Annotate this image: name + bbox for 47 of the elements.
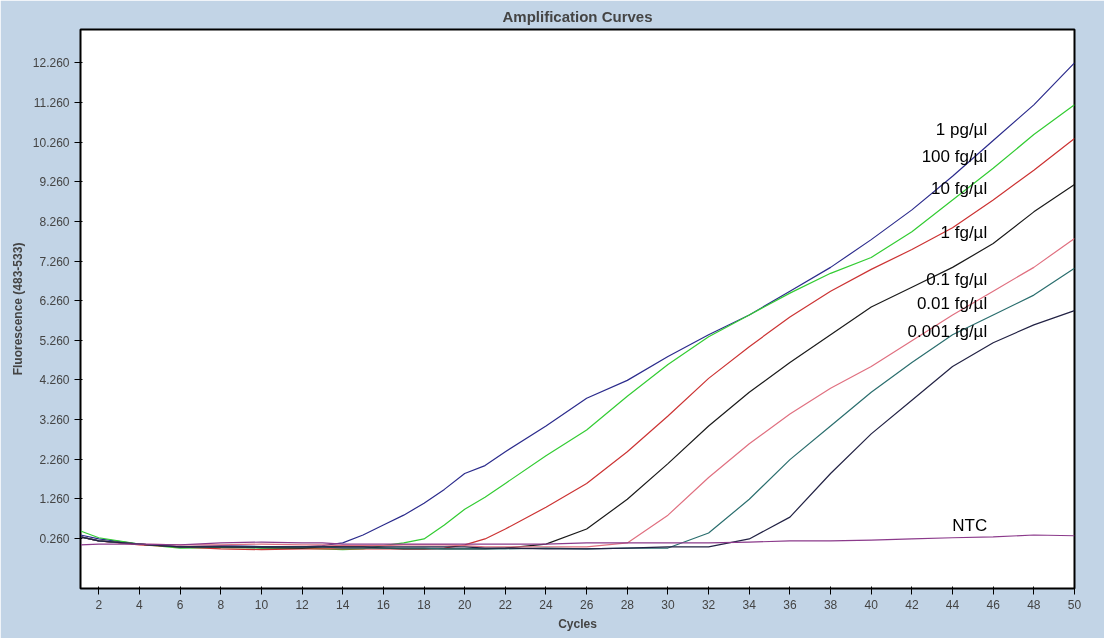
series-label: 0.01 fg/µl [916, 293, 988, 313]
x-axis-title: Cycles [558, 616, 598, 631]
x-tick-label: 44 [945, 597, 960, 612]
y-tick-label: 10.260 [32, 135, 70, 150]
y-tick-label: 1.260 [39, 492, 70, 507]
x-tick-label: 28 [620, 597, 635, 612]
y-axis-title: Fluorescence (483-533) [10, 242, 25, 376]
x-tick-label: 24 [539, 597, 553, 612]
x-tick-label: 40 [864, 597, 879, 612]
x-tick-label: 16 [376, 597, 391, 612]
x-tick-label: 12 [295, 597, 310, 612]
x-tick-label: 20 [458, 597, 472, 612]
series-label: 0.1 fg/µl [926, 270, 988, 290]
y-tick-label: 2.260 [39, 452, 70, 467]
x-tick-label: 42 [905, 597, 919, 612]
x-tick-label: 46 [986, 597, 1001, 612]
x-tick-label: 36 [783, 597, 797, 612]
series-label: 0.001 fg/µl [907, 321, 988, 341]
x-tick-label: 10 [254, 597, 269, 612]
x-tick-label: 32 [701, 597, 716, 612]
chart-title: Amplification Curves [502, 7, 653, 25]
line-series [80, 534, 1075, 546]
y-tick-label: 8.260 [39, 214, 70, 229]
x-tick-label: 18 [417, 597, 432, 612]
x-tick-label: 6 [176, 597, 184, 612]
y-tick-label: 5.260 [39, 333, 70, 348]
y-tick-label: 6.260 [39, 294, 70, 309]
x-tick-label: 30 [661, 597, 675, 612]
series-label: 1 pg/µl [935, 119, 988, 139]
x-tick-label: 50 [1067, 597, 1082, 612]
x-tick-label: 34 [742, 597, 757, 612]
y-tick-label: 4.260 [39, 373, 70, 388]
series-label: NTC [952, 515, 988, 535]
x-tick-label: 48 [1027, 597, 1041, 612]
x-tick-label: 4 [136, 597, 144, 612]
y-tick-label: 9.260 [39, 175, 70, 190]
y-tick-label: 12.260 [32, 56, 70, 71]
x-tick-label: 38 [823, 597, 838, 612]
x-tick-label: 22 [498, 597, 513, 612]
y-tick-label: 7.260 [39, 254, 70, 269]
y-tick-label: 3.260 [39, 413, 70, 428]
y-tick-label: 11.260 [33, 95, 70, 110]
x-tick-label: 14 [336, 597, 350, 612]
x-tick-label: 8 [217, 597, 225, 612]
y-tick-label: 0.260 [39, 532, 70, 547]
x-tick-label: 26 [579, 597, 594, 612]
x-tick-label: 2 [95, 597, 103, 612]
